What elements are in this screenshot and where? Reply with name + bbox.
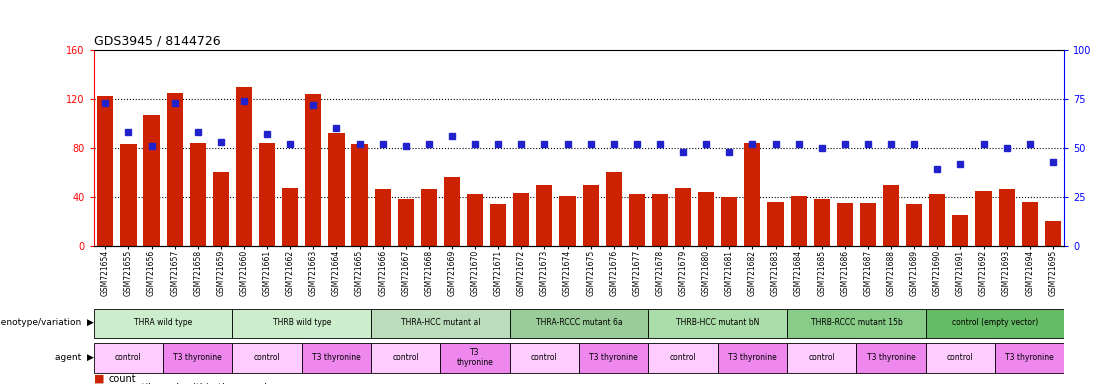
- Bar: [1045, 221, 1061, 246]
- Text: agent  ▶: agent ▶: [55, 353, 94, 362]
- Text: THRB wild type: THRB wild type: [272, 318, 331, 328]
- Text: control: control: [393, 353, 419, 362]
- Text: THRB-RCCC mutant 15b: THRB-RCCC mutant 15b: [811, 318, 902, 328]
- Text: T3 thyronine: T3 thyronine: [1005, 353, 1054, 362]
- Text: GDS3945 / 8144726: GDS3945 / 8144726: [94, 34, 221, 47]
- Bar: [371, 309, 510, 338]
- Text: THRB-HCC mutant bN: THRB-HCC mutant bN: [676, 318, 760, 328]
- Bar: [814, 199, 829, 246]
- Bar: [856, 343, 925, 373]
- Bar: [768, 202, 783, 246]
- Bar: [995, 343, 1064, 373]
- Text: THRA-HCC mutant al: THRA-HCC mutant al: [400, 318, 480, 328]
- Text: T3 thyronine: T3 thyronine: [589, 353, 639, 362]
- Bar: [975, 191, 992, 246]
- Text: T3 thyronine: T3 thyronine: [312, 353, 361, 362]
- Bar: [163, 343, 233, 373]
- Bar: [906, 204, 922, 246]
- Bar: [167, 93, 183, 246]
- Text: control: control: [808, 353, 835, 362]
- Bar: [718, 343, 788, 373]
- Bar: [788, 309, 925, 338]
- Bar: [233, 343, 302, 373]
- Bar: [559, 195, 576, 246]
- Text: control: control: [115, 353, 142, 362]
- Bar: [236, 87, 253, 246]
- Text: control: control: [254, 353, 280, 362]
- Bar: [302, 343, 371, 373]
- Text: THRA-RCCC mutant 6a: THRA-RCCC mutant 6a: [536, 318, 622, 328]
- Text: control (empty vector): control (empty vector): [952, 318, 1038, 328]
- Bar: [510, 309, 649, 338]
- Bar: [420, 189, 437, 246]
- Bar: [721, 197, 738, 246]
- Bar: [213, 172, 229, 246]
- Bar: [94, 343, 163, 373]
- Bar: [675, 188, 692, 246]
- Text: ■: ■: [94, 383, 105, 384]
- Bar: [860, 203, 876, 246]
- Text: T3 thyronine: T3 thyronine: [867, 353, 915, 362]
- Text: THRA wild type: THRA wild type: [133, 318, 192, 328]
- Bar: [925, 309, 1064, 338]
- Bar: [649, 309, 788, 338]
- Bar: [97, 96, 114, 246]
- Bar: [925, 343, 995, 373]
- Bar: [649, 343, 718, 373]
- Bar: [791, 195, 806, 246]
- Bar: [233, 309, 371, 338]
- Text: percentile rank within the sample: percentile rank within the sample: [108, 383, 274, 384]
- Bar: [1021, 202, 1038, 246]
- Bar: [788, 343, 856, 373]
- Bar: [652, 194, 668, 246]
- Bar: [629, 194, 645, 246]
- Bar: [582, 185, 599, 246]
- Bar: [94, 309, 233, 338]
- Bar: [698, 192, 715, 246]
- Bar: [259, 143, 275, 246]
- Bar: [884, 185, 899, 246]
- Bar: [952, 215, 968, 246]
- Bar: [282, 188, 298, 246]
- Text: control: control: [670, 353, 696, 362]
- Text: count: count: [108, 374, 136, 384]
- Text: T3
thyronine: T3 thyronine: [457, 348, 493, 367]
- Bar: [371, 343, 440, 373]
- Text: ■: ■: [94, 374, 105, 384]
- Bar: [513, 193, 529, 246]
- Bar: [190, 143, 206, 246]
- Bar: [120, 144, 137, 246]
- Bar: [329, 133, 344, 246]
- Bar: [579, 343, 649, 373]
- Bar: [929, 194, 945, 246]
- Text: control: control: [947, 353, 974, 362]
- Bar: [998, 189, 1015, 246]
- Bar: [467, 194, 483, 246]
- Bar: [510, 343, 579, 373]
- Bar: [606, 172, 622, 246]
- Bar: [490, 204, 506, 246]
- Bar: [143, 115, 160, 246]
- Text: genotype/variation  ▶: genotype/variation ▶: [0, 318, 94, 328]
- Bar: [375, 189, 390, 246]
- Bar: [352, 144, 367, 246]
- Text: T3 thyronine: T3 thyronine: [728, 353, 777, 362]
- Bar: [536, 185, 553, 246]
- Bar: [306, 94, 321, 246]
- Text: control: control: [531, 353, 558, 362]
- Bar: [440, 343, 510, 373]
- Text: T3 thyronine: T3 thyronine: [173, 353, 222, 362]
- Bar: [398, 199, 414, 246]
- Bar: [443, 177, 460, 246]
- Bar: [745, 143, 760, 246]
- Bar: [837, 203, 853, 246]
